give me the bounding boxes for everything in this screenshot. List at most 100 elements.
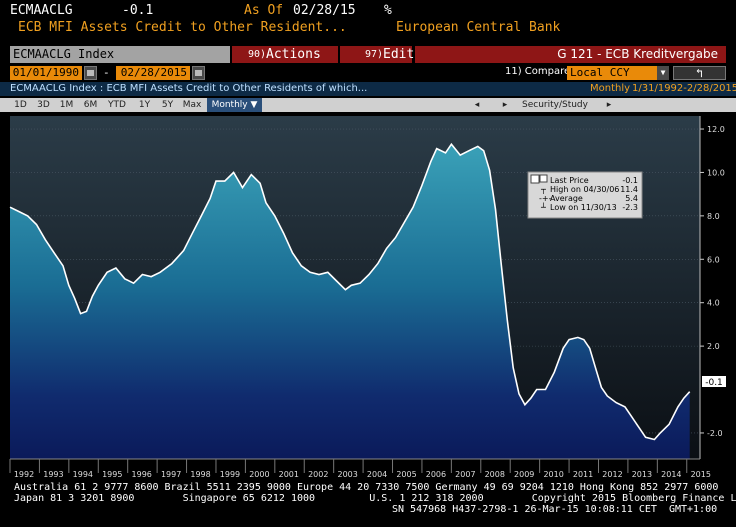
x-tick-label: 2011	[573, 470, 593, 479]
edit-num: 97)	[365, 49, 384, 60]
legend-low-label: Low on 11/30/13	[550, 203, 617, 212]
command-bar: ECMAACLG Index 90) Actions 97) Edit G 12…	[0, 46, 736, 63]
legend-average-value: 5.4	[625, 194, 638, 203]
zoom-3d-button[interactable]: 3D	[37, 100, 50, 110]
x-tick-label: 1996	[132, 470, 152, 479]
footer-line3: SN 547968 H437-2798-1 26-Mar-15 10:08:11…	[392, 504, 718, 515]
zoom-1m-button[interactable]: 1M	[59, 100, 74, 110]
x-tick-label: 2005	[396, 470, 416, 479]
y-tick-label: 6.0	[707, 255, 720, 264]
chart-toolbar: 1D 3D 1M 6M YTD 1Y 5Y Max Monthly ▼ ◂ ▸ …	[0, 98, 736, 112]
legend-last-price-value: -0.1	[622, 176, 638, 185]
frequency-select[interactable]: Monthly ▼	[207, 98, 262, 112]
y-tick-label: 8.0	[707, 212, 720, 221]
x-tick-label: 1995	[102, 470, 122, 479]
y-tick-label: 10.0	[707, 168, 725, 177]
description-bar: ECB MFI Assets Credit to Other Resident.…	[0, 18, 736, 36]
zoom-ytd-button[interactable]: YTD	[108, 100, 126, 110]
x-axis: 1992 1993 1994 1995 1996 1997 1998 1999 2000 2001…	[9, 458, 711, 479]
actions-label: Actions	[266, 47, 321, 62]
frequency-label: Monthly	[211, 100, 248, 110]
security-study-button[interactable]: Security/Study	[522, 100, 588, 110]
x-tick-label: 2006	[426, 470, 446, 479]
legend-low-value: -2.3	[622, 203, 638, 212]
x-tick-label: 2012	[602, 470, 622, 479]
zoom-1y-button[interactable]: 1Y	[138, 100, 151, 110]
collapse-right-icon[interactable]: ▸	[606, 100, 612, 110]
chart-area[interactable]: 12.010.08.06.04.02.0-2.0 1992 1993 1994 199…	[0, 113, 736, 480]
end-date-field[interactable]: 02/28/2015	[116, 66, 190, 80]
x-tick-label: 2009	[514, 470, 534, 479]
x-tick-label: 2001	[279, 470, 299, 479]
date-range: 1/31/1992-2/28/2015	[632, 83, 736, 94]
data-area	[10, 144, 690, 459]
date-dash: -	[103, 66, 110, 79]
series-title: ECMAACLG Index : ECB MFI Assets Credit t…	[10, 83, 368, 94]
chevron-down-icon[interactable]: ▼	[657, 66, 669, 80]
collapse-left-icon[interactable]: ◂	[474, 100, 480, 110]
legend-last-price-label: Last Price	[550, 176, 589, 185]
collapse-right-icon[interactable]: ▸	[502, 100, 508, 110]
edit-label: Edit	[383, 47, 415, 62]
calendar-icon[interactable]	[84, 66, 97, 80]
last-price-marker: -0.1	[702, 376, 726, 388]
compare-select[interactable]: Local CCY	[567, 66, 657, 80]
source-name: European Central Bank	[396, 20, 561, 35]
legend-average-label: Average	[550, 194, 583, 203]
zoom-max-button[interactable]: Max	[182, 100, 202, 110]
legend-high-label: High on 04/30/06	[550, 185, 619, 194]
x-tick-label: 2014	[661, 470, 681, 479]
legend-high-value: 11.4	[620, 185, 638, 194]
legend-close-icon[interactable]	[530, 174, 540, 184]
y-tick-label: 12.0	[707, 125, 725, 134]
last-value: -0.1	[122, 3, 154, 18]
actions-button[interactable]: 90) Actions	[232, 46, 338, 63]
x-tick-label: 2000	[249, 470, 269, 479]
x-tick-label: 1993	[43, 470, 63, 479]
legend-box[interactable]: Last Price -0.1 ┬ High on 04/30/06 11.4 …	[527, 171, 643, 219]
last-value-marker: -0.1	[705, 378, 723, 388]
index-field[interactable]: ECMAACLG Index	[10, 46, 230, 63]
zoom-6m-button[interactable]: 6M	[83, 100, 98, 110]
x-tick-label: 2004	[367, 470, 387, 479]
x-tick-label: 1999	[220, 470, 240, 479]
chevron-down-icon: ▼	[250, 100, 258, 110]
x-tick-label: 1998	[190, 470, 210, 479]
edit-button[interactable]: 97) Edit	[340, 46, 415, 63]
date-bar: 01/01/1990 - 02/28/2015 11) Compare Loca…	[0, 66, 736, 82]
svg-text:-+-: -+-	[539, 194, 552, 203]
x-tick-label: 2002	[308, 470, 328, 479]
calendar-icon[interactable]	[192, 66, 205, 80]
x-tick-label: 1992	[14, 470, 34, 479]
y-tick-label: 4.0	[707, 299, 720, 308]
x-tick-label: 2007	[455, 470, 475, 479]
as-of-date: 02/28/15	[293, 3, 356, 18]
footer: Australia 61 2 9777 8600 Brazil 5511 239…	[0, 480, 736, 527]
series-bar: ECMAACLG Index : ECB MFI Assets Credit t…	[0, 82, 736, 96]
security-description: ECB MFI Assets Credit to Other Resident.…	[18, 20, 347, 35]
x-tick-label: 1994	[73, 470, 93, 479]
x-tick-label: 2003	[337, 470, 357, 479]
footer-line2: Japan 81 3 3201 8900 Singapore 65 6212 1…	[14, 493, 736, 504]
header-bar: ECMAACLG -0.1 As Of 02/28/15 %	[0, 0, 736, 18]
data-line	[9, 142, 691, 441]
x-tick-label: 2015	[691, 470, 711, 479]
start-date-field[interactable]: 01/01/1990	[10, 66, 82, 80]
svg-text:┬: ┬	[540, 185, 546, 195]
x-tick-label: 2013	[632, 470, 652, 479]
svg-text:┴: ┴	[540, 202, 546, 212]
zoom-1d-button[interactable]: 1D	[14, 100, 27, 110]
x-tick-label: 2008	[485, 470, 505, 479]
as-of-label: As Of	[244, 3, 284, 18]
compare-label: 11) Compare	[505, 66, 571, 77]
zoom-5y-button[interactable]: 5Y	[161, 100, 174, 110]
y-axis: 12.0 10.0 8.0 6.0 4.0 2.0 -2.0	[699, 116, 725, 459]
x-tick-label: 2010	[543, 470, 563, 479]
ticker-symbol: ECMAACLG	[10, 3, 73, 18]
footer-line1: Australia 61 2 9777 8600 Brazil 5511 239…	[14, 482, 719, 493]
period-label: Monthly	[590, 83, 631, 94]
x-tick-label: 1997	[161, 470, 181, 479]
percent-icon[interactable]: %	[384, 3, 392, 18]
back-arrow-icon[interactable]: ↰	[673, 66, 726, 80]
graph-title: G 121 - ECB Kreditvergabe	[415, 46, 726, 63]
